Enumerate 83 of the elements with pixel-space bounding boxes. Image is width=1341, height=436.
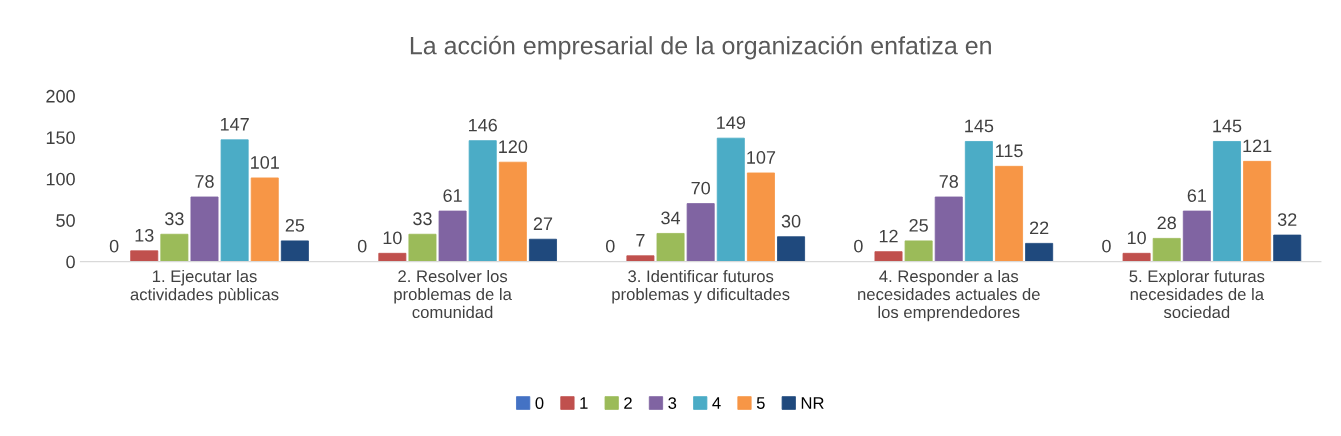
data-label: 78 [195,175,214,188]
bar [716,137,745,262]
bar [498,161,527,262]
data-label: 25 [909,218,928,232]
data-label: 120 [499,140,528,154]
bar [964,141,993,262]
data-label: 30 [781,214,801,228]
x-tick-label: 2. Resolver los problemas de la comunidad [394,269,512,319]
legend-label: 4 [712,397,721,409]
bar [934,196,963,262]
data-label: 61 [443,189,462,202]
legend-label: NR [801,397,824,409]
data-label: 121 [1243,139,1272,153]
data-label: 27 [533,217,553,230]
y-tick-label: 0 [66,255,75,269]
bar [656,233,685,262]
y-tick-label: 150 [46,131,75,145]
x-tick-label: 3. Identificar futuros problemas y dificultades [612,269,790,304]
bar [528,238,557,262]
data-label: 13 [135,228,154,242]
data-label: 10 [1127,231,1146,245]
bar [130,250,159,262]
data-label: 115 [995,144,1023,158]
legend-label: 5 [756,397,765,409]
data-label: 7 [636,234,645,247]
bar [626,255,655,262]
legend-label: 1 [580,397,588,409]
y-tick-label: 100 [46,172,75,186]
data-label: 145 [965,119,994,133]
x-tick-label: 4. Responder a las necesidades actuales de los emprendedores [858,269,1040,322]
data-label: 28 [1157,216,1176,230]
chart-title: La acción empresarial de la organización enfatiza en [410,35,991,60]
bar [190,196,219,262]
bar [1122,252,1151,262]
legend-label: 2 [624,397,632,409]
data-label: 34 [661,211,681,225]
data-label: 32 [1277,213,1297,226]
data-label: 0 [109,239,119,253]
data-label: 149 [717,116,746,130]
data-label: 70 [691,181,711,195]
data-label: 33 [165,212,184,226]
data-label: 78 [939,175,959,188]
data-label: 107 [747,151,776,164]
bar [1152,237,1181,262]
bar [468,140,497,262]
bar [1025,242,1054,262]
bar [777,236,806,262]
bar [1243,160,1272,262]
legend-label: 0 [535,397,544,409]
bar [438,210,467,262]
bar [686,203,715,262]
data-label: 22 [1030,221,1049,235]
data-label: 146 [469,118,497,132]
bar [220,139,249,262]
data-label: 147 [220,118,249,131]
data-label: 0 [854,239,863,253]
x-tick-label: 1. Ejecutar las actividades pùblicas [130,269,279,304]
bar [408,233,437,262]
data-label: 145 [1213,119,1242,133]
data-label: 12 [879,229,898,243]
bar [1212,141,1241,262]
bar [995,165,1023,262]
data-label: 0 [1102,239,1111,253]
bar [378,252,407,262]
bar [904,240,933,262]
bar [280,240,309,262]
data-label: 25 [285,218,305,232]
bar [250,177,279,262]
data-label: 0 [605,239,615,253]
bar [1182,210,1211,262]
data-label: 61 [1187,189,1206,202]
legend-label: 3 [668,397,677,409]
x-tick-label: 5. Explorar futuras necesidades de la sociedad [1129,269,1265,319]
data-label: 0 [357,239,367,253]
data-label: 10 [383,231,402,245]
bar [160,233,189,262]
y-tick-label: 200 [46,89,75,103]
y-tick-label: 50 [56,214,75,227]
data-label: 101 [251,156,279,169]
bar [874,251,903,262]
bar [1273,234,1302,262]
bar [746,172,775,262]
data-label: 33 [413,212,432,226]
